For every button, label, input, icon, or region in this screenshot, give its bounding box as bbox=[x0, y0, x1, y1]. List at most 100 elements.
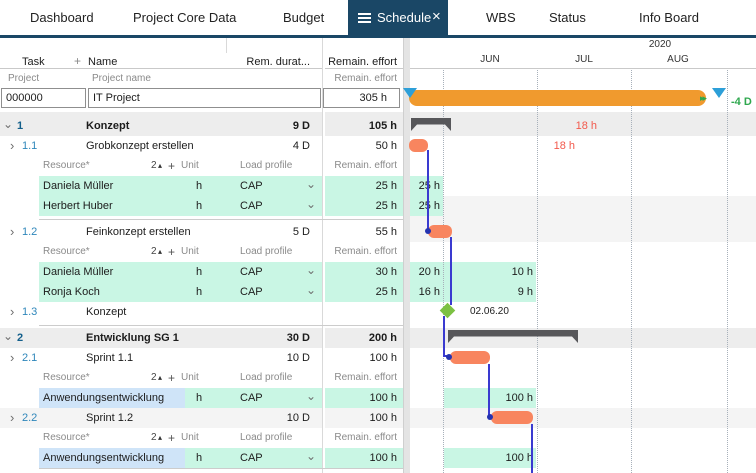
task-name[interactable]: Sprint 1.2 bbox=[86, 412, 134, 424]
col-header-rem-duration[interactable]: Rem. durat... bbox=[246, 56, 310, 68]
remain-effort-col-header: Remain. effort bbox=[334, 432, 397, 443]
resource-name[interactable]: Daniela Müller bbox=[43, 266, 114, 278]
dependency-line bbox=[450, 237, 452, 305]
dependency-line bbox=[531, 424, 533, 473]
add-resource-button[interactable]: + bbox=[168, 371, 176, 385]
expand-icon[interactable]: › bbox=[10, 224, 15, 239]
collapse-icon[interactable]: ⌄ bbox=[3, 329, 14, 343]
task-bar-sprint12[interactable] bbox=[491, 411, 533, 424]
task-name[interactable]: Grobkonzept erstellen bbox=[86, 140, 194, 152]
sort-count[interactable]: 2 bbox=[151, 372, 157, 383]
project-name-input[interactable] bbox=[88, 88, 321, 108]
expand-icon[interactable]: › bbox=[10, 410, 15, 425]
sort-ascending-icon[interactable]: ▴ bbox=[158, 161, 163, 170]
resource-name[interactable]: Herbert Huber bbox=[43, 200, 113, 212]
resource-name[interactable]: Anwendungsentwicklung bbox=[43, 392, 165, 404]
task-name[interactable]: Entwicklung SG 1 bbox=[86, 332, 179, 344]
menu-icon[interactable] bbox=[358, 13, 371, 23]
tab-schedule[interactable]: Schedule × bbox=[348, 0, 448, 35]
resource-col-header[interactable]: Resource* bbox=[43, 372, 90, 383]
sort-ascending-icon[interactable]: ▴ bbox=[158, 433, 163, 442]
dropdown-icon[interactable]: ⌄ bbox=[306, 197, 317, 211]
sort-count[interactable]: 2 bbox=[151, 432, 157, 443]
remain-effort-col-header: Remain. effort bbox=[334, 160, 397, 171]
task-bar-sprint11[interactable] bbox=[450, 351, 490, 364]
add-resource-button[interactable]: + bbox=[168, 159, 176, 173]
team-resource-cell bbox=[39, 448, 185, 468]
add-resource-button[interactable]: + bbox=[168, 245, 176, 259]
project-effort-input[interactable] bbox=[323, 88, 400, 108]
tab-status[interactable]: Status bbox=[549, 10, 586, 25]
tab-project-core-data[interactable]: Project Core Data bbox=[133, 10, 237, 25]
resource-load-profile[interactable]: CAP bbox=[240, 200, 263, 212]
task-bar-grobkonzept[interactable] bbox=[409, 139, 428, 152]
resource-band-gantt bbox=[444, 388, 536, 408]
expand-icon[interactable]: › bbox=[10, 304, 15, 319]
unit-col-header: Unit bbox=[181, 372, 199, 383]
tab-budget[interactable]: Budget bbox=[283, 10, 325, 25]
task-number[interactable]: 1.3 bbox=[22, 306, 38, 318]
dropdown-icon[interactable]: ⌄ bbox=[306, 283, 317, 297]
task-effort: 105 h bbox=[368, 120, 397, 132]
tab-info-board[interactable]: Info Board bbox=[639, 10, 699, 25]
task-duration: 10 D bbox=[286, 352, 310, 364]
table-gantt-splitter[interactable] bbox=[403, 38, 410, 473]
load-profile-col-header: Load profile bbox=[240, 372, 293, 383]
resource-col-header[interactable]: Resource* bbox=[43, 432, 90, 443]
dropdown-icon[interactable]: ⌄ bbox=[306, 389, 317, 403]
col-header-name[interactable]: Name bbox=[88, 56, 118, 68]
tab-dashboard[interactable]: Dashboard bbox=[30, 10, 94, 25]
tab-wbs[interactable]: WBS bbox=[486, 10, 516, 25]
task-number[interactable]: 1.2 bbox=[22, 226, 38, 238]
task-name[interactable]: Konzept bbox=[86, 120, 130, 132]
project-start-marker-icon[interactable] bbox=[403, 88, 417, 98]
task-duration: 5 D bbox=[292, 226, 310, 238]
resource-load-profile[interactable]: CAP bbox=[240, 286, 263, 298]
dependency-line bbox=[443, 316, 445, 357]
col-header-remain-effort[interactable]: Remain. effort bbox=[328, 56, 397, 68]
task-number[interactable]: 1 bbox=[17, 120, 24, 132]
dropdown-icon[interactable]: ⌄ bbox=[306, 177, 317, 191]
sort-ascending-icon[interactable]: ▴ bbox=[158, 373, 163, 382]
add-column-button[interactable]: + bbox=[74, 54, 82, 68]
resource-col-header[interactable]: Resource* bbox=[43, 246, 90, 257]
expand-icon[interactable]: › bbox=[10, 350, 15, 365]
resource-name[interactable]: Anwendungsentwicklung bbox=[43, 452, 165, 464]
collapse-icon[interactable]: ⌄ bbox=[3, 117, 14, 131]
tab-bar: Dashboard Project Core Data Budget Sched… bbox=[0, 0, 756, 35]
project-id-input[interactable] bbox=[1, 88, 86, 108]
sort-count[interactable]: 2 bbox=[151, 246, 157, 257]
project-end-marker-icon[interactable] bbox=[712, 88, 726, 98]
resource-load-profile[interactable]: CAP bbox=[240, 266, 263, 278]
col-header-task[interactable]: Task bbox=[22, 56, 45, 68]
task-name[interactable]: Feinkonzept erstellen bbox=[86, 226, 191, 238]
dropdown-icon[interactable]: ⌄ bbox=[306, 263, 317, 277]
add-resource-button[interactable]: + bbox=[168, 431, 176, 445]
task-number[interactable]: 2.1 bbox=[22, 352, 38, 364]
expand-icon[interactable]: › bbox=[10, 138, 15, 153]
month-effort: 100 h bbox=[505, 452, 533, 464]
dropdown-icon[interactable]: ⌄ bbox=[306, 449, 317, 463]
task-effort: 55 h bbox=[375, 226, 397, 238]
close-icon[interactable]: × bbox=[432, 8, 441, 25]
resource-load-profile[interactable]: CAP bbox=[240, 392, 263, 404]
month-effort: 25 h bbox=[418, 180, 440, 192]
task-number[interactable]: 1.1 bbox=[22, 140, 38, 152]
project-delay-label: -4 D bbox=[731, 96, 752, 108]
task-name[interactable]: Konzept bbox=[86, 306, 127, 318]
task-number[interactable]: 2.2 bbox=[22, 412, 38, 424]
resource-load-profile[interactable]: CAP bbox=[240, 452, 263, 464]
task-number[interactable]: 2 bbox=[17, 332, 24, 344]
sort-count[interactable]: 2 bbox=[151, 160, 157, 171]
sort-ascending-icon[interactable]: ▴ bbox=[158, 247, 163, 256]
resource-name[interactable]: Ronja Koch bbox=[43, 286, 100, 298]
resource-load-profile[interactable]: CAP bbox=[240, 180, 263, 192]
resource-name[interactable]: Daniela Müller bbox=[43, 180, 114, 192]
resource-col-header[interactable]: Resource* bbox=[43, 160, 90, 171]
task-bar-feinkonzept[interactable] bbox=[428, 225, 452, 238]
milestone-date-label: 02.06.20 bbox=[470, 306, 509, 317]
task-name[interactable]: Sprint 1.1 bbox=[86, 352, 134, 364]
project-gantt-bar[interactable] bbox=[409, 90, 706, 106]
month-effort: 25 h bbox=[418, 200, 440, 212]
